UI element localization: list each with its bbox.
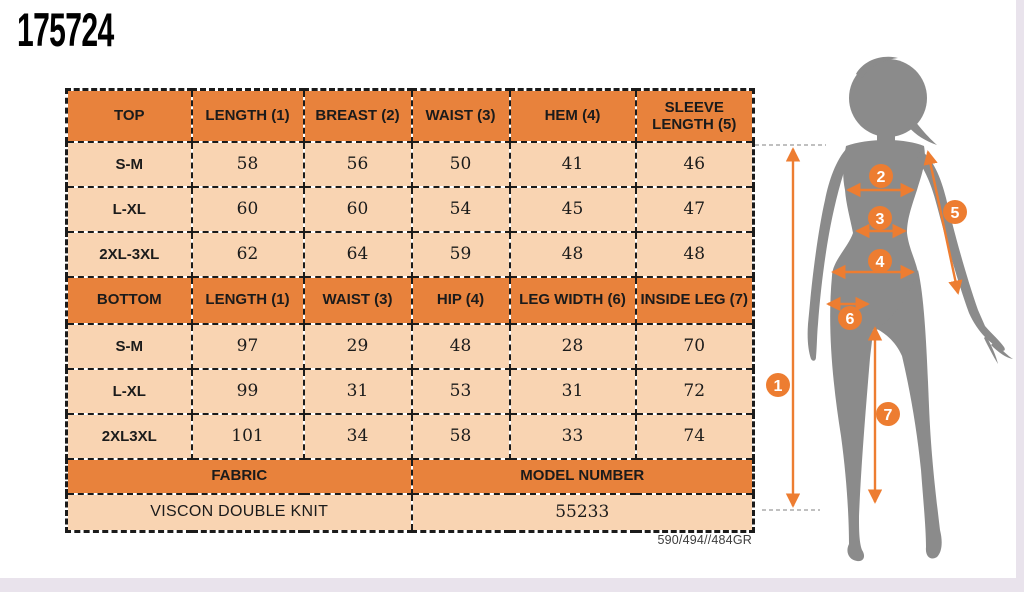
value-cell: 70 [634, 322, 755, 370]
value-cell: 74 [634, 412, 755, 460]
bottom-trim-strip [0, 578, 1024, 592]
measurement-marker-2: 2 [869, 164, 893, 188]
value-cell: 45 [508, 185, 637, 233]
right-trim-strip [1016, 0, 1024, 592]
size-cell: L-XL [65, 185, 193, 233]
measurement-marker-7: 7 [876, 402, 900, 426]
value-cell: 64 [302, 230, 413, 278]
header-cell: HEM (4) [508, 88, 637, 143]
value-cell: 41 [508, 140, 637, 188]
value-cell: 46 [634, 140, 755, 188]
size-table: TOP LENGTH (1) BREAST (2) WAIST (3) HEM … [65, 88, 755, 533]
svg-text:2: 2 [877, 169, 886, 186]
value-cell: 72 [634, 367, 755, 415]
header-cell: HIP (4) [410, 275, 511, 325]
female-silhouette [807, 56, 1013, 562]
value-cell: 58 [410, 412, 511, 460]
header-cell: LEG WIDTH (6) [508, 275, 637, 325]
model-number-value-cell: 55233 [410, 492, 755, 533]
value-cell: 58 [190, 140, 305, 188]
table-row: L-XL 99 31 53 31 72 [65, 367, 755, 415]
svg-text:1: 1 [774, 378, 783, 395]
table-row: L-XL 60 60 54 45 47 [65, 185, 755, 233]
header-cell: BOTTOM [65, 275, 193, 325]
top-header-row: TOP LENGTH (1) BREAST (2) WAIST (3) HEM … [65, 88, 755, 143]
value-cell: 48 [410, 322, 511, 370]
measurement-arrow-5 [923, 150, 963, 295]
info-header-row: FABRIC MODEL NUMBER [65, 457, 755, 495]
value-cell: 47 [634, 185, 755, 233]
svg-text:4: 4 [876, 254, 885, 271]
measurement-marker-6: 6 [838, 306, 862, 330]
header-cell: LENGTH (1) [190, 88, 305, 143]
measurement-marker-1: 1 [766, 373, 790, 397]
color-code-text: 590/494//484GR [657, 533, 752, 547]
table-row: 2XL-3XL 62 64 59 48 48 [65, 230, 755, 278]
table-row: S-M 97 29 48 28 70 [65, 322, 755, 370]
value-cell: 31 [508, 367, 637, 415]
size-cell: S-M [65, 140, 193, 188]
product-id: 175724 [17, 3, 114, 56]
svg-text:6: 6 [846, 311, 855, 328]
info-value-row: VISCON DOUBLE KNIT 55233 [65, 492, 755, 533]
header-cell: BREAST (2) [302, 88, 413, 143]
value-cell: 31 [302, 367, 413, 415]
svg-text:5: 5 [951, 205, 960, 222]
value-cell: 101 [190, 412, 305, 460]
value-cell: 54 [410, 185, 511, 233]
size-guide-figure: 1 2 3 4 5 6 7 [755, 56, 1013, 562]
table-row: S-M 58 56 50 41 46 [65, 140, 755, 188]
header-cell: TOP [65, 88, 193, 143]
measurement-marker-5: 5 [943, 200, 967, 224]
header-cell: SLEEVE LENGTH (5) [634, 88, 755, 143]
value-cell: 48 [508, 230, 637, 278]
fabric-value-cell: VISCON DOUBLE KNIT [65, 492, 413, 533]
value-cell: 53 [410, 367, 511, 415]
header-cell: WAIST (3) [302, 275, 413, 325]
model-number-header-cell: MODEL NUMBER [410, 457, 755, 495]
value-cell: 56 [302, 140, 413, 188]
svg-text:7: 7 [884, 407, 893, 424]
fabric-header-cell: FABRIC [65, 457, 413, 495]
header-cell: INSIDE LEG (7) [634, 275, 755, 325]
value-cell: 99 [190, 367, 305, 415]
value-cell: 48 [634, 230, 755, 278]
svg-text:3: 3 [876, 211, 885, 228]
header-cell: WAIST (3) [410, 88, 511, 143]
value-cell: 62 [190, 230, 305, 278]
size-cell: 2XL-3XL [65, 230, 193, 278]
value-cell: 60 [190, 185, 305, 233]
size-cell: 2XL3XL [65, 412, 193, 460]
value-cell: 33 [508, 412, 637, 460]
size-cell: S-M [65, 322, 193, 370]
value-cell: 50 [410, 140, 511, 188]
table-row: 2XL3XL 101 34 58 33 74 [65, 412, 755, 460]
value-cell: 59 [410, 230, 511, 278]
value-cell: 97 [190, 322, 305, 370]
header-cell: LENGTH (1) [190, 275, 305, 325]
bottom-header-row: BOTTOM LENGTH (1) WAIST (3) HIP (4) LEG … [65, 275, 755, 325]
value-cell: 28 [508, 322, 637, 370]
size-cell: L-XL [65, 367, 193, 415]
value-cell: 60 [302, 185, 413, 233]
measurement-marker-4: 4 [868, 249, 892, 273]
value-cell: 29 [302, 322, 413, 370]
value-cell: 34 [302, 412, 413, 460]
measurement-marker-3: 3 [868, 206, 892, 230]
